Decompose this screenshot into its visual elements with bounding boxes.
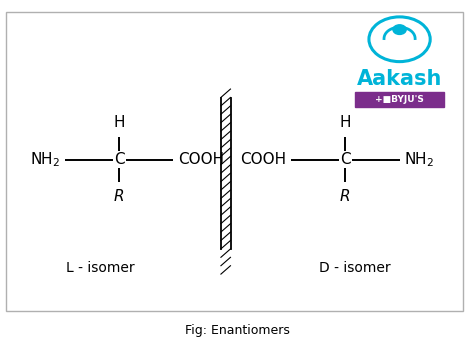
Text: D - isomer: D - isomer	[319, 261, 391, 275]
Text: R: R	[114, 189, 125, 204]
Bar	[220, 98, 231, 249]
Bar	[220, 98, 231, 249]
Bar	[355, 92, 444, 107]
Text: C: C	[340, 152, 351, 167]
Text: R: R	[340, 189, 351, 204]
Circle shape	[393, 25, 406, 34]
Text: H: H	[113, 116, 125, 130]
Text: C: C	[114, 152, 125, 167]
Text: COOH: COOH	[178, 152, 224, 167]
Text: Fig: Enantiomers: Fig: Enantiomers	[184, 324, 290, 337]
Text: Aakash: Aakash	[357, 68, 442, 88]
Text: +■BYJU'S: +■BYJU'S	[375, 95, 424, 104]
Text: NH$_2$: NH$_2$	[404, 150, 435, 169]
Bar	[6, 12, 463, 311]
Text: COOH: COOH	[240, 152, 286, 167]
Text: H: H	[340, 116, 351, 130]
Text: L - isomer: L - isomer	[66, 261, 135, 275]
Text: NH$_2$: NH$_2$	[30, 150, 60, 169]
